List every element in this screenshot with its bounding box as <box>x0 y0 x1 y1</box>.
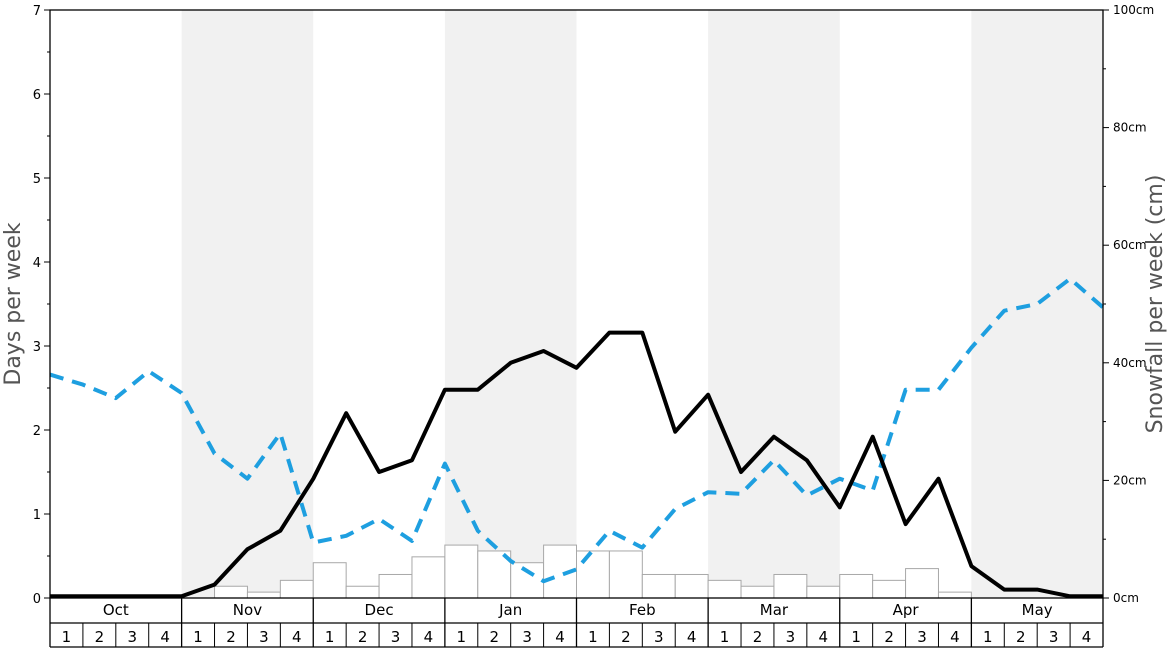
left-tick-label: 0 <box>33 592 41 607</box>
snowfall-bar <box>773 573 808 599</box>
week-label: 2 <box>621 628 631 646</box>
right-tick-label: 40cm <box>1113 356 1147 370</box>
snowfall-bar <box>674 573 709 599</box>
left-axis-title: Days per week <box>1 222 26 385</box>
right-tick-label: 60cm <box>1113 238 1147 252</box>
month-label: Apr <box>893 601 920 619</box>
solid-days-line <box>50 330 1103 599</box>
week-label: 3 <box>127 628 137 646</box>
week-label: 3 <box>391 628 401 646</box>
week-label: 3 <box>522 628 532 646</box>
week-label: 3 <box>786 628 796 646</box>
month-shade-may <box>971 10 1103 598</box>
week-label: 3 <box>1049 628 1059 646</box>
chart-lines <box>49 276 1105 599</box>
right-axis: 0cm 20cm 40cm 60cm 80cm 100cm <box>1103 3 1154 605</box>
week-label: 1 <box>983 628 993 646</box>
snowfall-bar <box>411 556 446 599</box>
snowfall-bar <box>806 585 841 599</box>
week-label: 2 <box>226 628 236 646</box>
week-label: 1 <box>851 628 861 646</box>
left-tick-label: 6 <box>33 88 41 103</box>
week-label: 4 <box>555 628 565 646</box>
week-label: 1 <box>588 628 598 646</box>
week-label: 2 <box>95 628 105 646</box>
week-label: 3 <box>654 628 664 646</box>
week-label: 1 <box>720 628 730 646</box>
left-tick-label: 3 <box>33 340 41 355</box>
snowfall-bar <box>608 550 643 599</box>
week-label: 2 <box>1016 628 1026 646</box>
left-tick-label: 1 <box>33 508 41 523</box>
snowfall-bar <box>312 562 347 599</box>
week-label: 4 <box>950 628 960 646</box>
week-label: 1 <box>62 628 72 646</box>
week-label: 1 <box>325 628 335 646</box>
snowfall-bar <box>839 573 874 599</box>
week-label: 2 <box>884 628 894 646</box>
snowfall-bars <box>214 544 972 599</box>
week-label: 2 <box>358 628 368 646</box>
right-tick-label: 0cm <box>1113 591 1139 605</box>
snowfall-bar <box>872 579 907 599</box>
month-label: Mar <box>760 601 789 619</box>
right-tick-label: 80cm <box>1113 121 1147 135</box>
week-label: 2 <box>753 628 763 646</box>
week-label: 1 <box>457 628 467 646</box>
week-label: 1 <box>193 628 203 646</box>
dashed-days-line <box>49 276 1105 584</box>
month-label: Jan <box>498 601 522 619</box>
right-tick-label: 20cm <box>1113 473 1147 487</box>
snowfall-bar <box>279 579 314 599</box>
month-shading <box>181 10 1103 598</box>
month-shade-jan <box>444 10 577 598</box>
snowfall-bar <box>510 562 545 599</box>
month-label: Nov <box>233 601 262 619</box>
snowfall-bar <box>246 591 281 599</box>
snowfall-bar <box>740 585 775 599</box>
snowfall-bar <box>378 573 413 599</box>
month-label: May <box>1022 601 1053 619</box>
left-tick-label: 5 <box>33 172 41 187</box>
right-tick-label: 100cm <box>1113 3 1154 17</box>
month-shade-nov <box>181 10 314 598</box>
week-label: 4 <box>292 628 302 646</box>
snowfall-bar <box>576 550 610 599</box>
right-axis-title: Snowfall per week (cm) <box>1143 175 1168 434</box>
snowfall-bar <box>641 573 676 599</box>
month-label: Dec <box>365 601 394 619</box>
month-label: Feb <box>629 601 656 619</box>
week-label: 3 <box>917 628 927 646</box>
snowfall-bar <box>444 544 479 599</box>
snowfall-bar <box>477 550 512 599</box>
month-label: Oct <box>103 601 129 619</box>
left-axis: 0 1 2 3 4 5 6 7 <box>33 4 50 607</box>
week-label: 4 <box>160 628 170 646</box>
snowfall-bar <box>345 585 380 599</box>
x-axis: Oct 1 2 3 4 Nov 1 2 3 4 Dec 1 2 3 4 Jan 1 2 3 4 Feb 1 2 3 4 Mar 1 2… <box>49 598 1104 648</box>
week-label: 2 <box>489 628 499 646</box>
left-tick-label: 4 <box>33 256 41 271</box>
snowfall-bar <box>214 585 248 599</box>
week-label: 4 <box>819 628 829 646</box>
snowfall-bar <box>707 579 742 599</box>
week-label: 4 <box>1082 628 1092 646</box>
snowfall-bar <box>905 568 939 599</box>
left-tick-label: 7 <box>33 4 41 19</box>
week-label: 4 <box>424 628 434 646</box>
week-label: 4 <box>687 628 697 646</box>
month-shade-mar <box>708 10 840 598</box>
snowfall-bar <box>937 591 972 599</box>
week-label: 3 <box>259 628 269 646</box>
left-tick-label: 2 <box>33 424 41 439</box>
